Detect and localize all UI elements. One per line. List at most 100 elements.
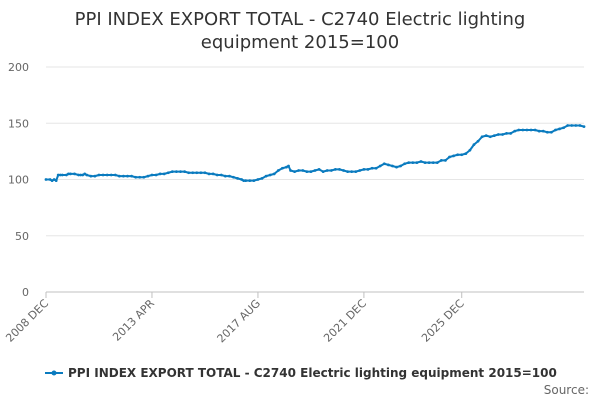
data-point[interactable] <box>44 178 48 181</box>
data-point[interactable] <box>105 173 109 177</box>
data-point[interactable] <box>395 165 398 169</box>
data-point[interactable] <box>52 178 56 181</box>
data-point[interactable] <box>346 170 350 174</box>
data-point[interactable] <box>456 153 460 157</box>
data-point[interactable] <box>56 173 60 177</box>
data-point[interactable] <box>154 173 158 177</box>
data-point[interactable] <box>419 160 423 163</box>
data-point[interactable] <box>113 173 117 177</box>
data-point[interactable] <box>317 167 321 171</box>
data-point[interactable] <box>329 169 333 172</box>
data-point[interactable] <box>525 128 529 132</box>
data-point[interactable] <box>122 174 125 178</box>
data-point[interactable] <box>287 164 290 168</box>
data-point[interactable] <box>170 170 174 174</box>
data-point[interactable] <box>403 162 407 166</box>
data-point[interactable] <box>64 173 68 177</box>
data-point[interactable] <box>533 128 537 132</box>
data-point[interactable] <box>439 158 443 162</box>
data-point[interactable] <box>228 174 231 178</box>
data-point[interactable] <box>150 173 154 177</box>
data-point[interactable] <box>248 179 252 183</box>
data-point[interactable] <box>109 173 113 177</box>
data-point[interactable] <box>89 174 93 178</box>
data-point[interactable] <box>325 169 329 172</box>
data-point[interactable] <box>301 169 305 172</box>
data-point[interactable] <box>207 172 211 176</box>
data-point[interactable] <box>293 170 297 174</box>
data-point[interactable] <box>333 167 337 171</box>
data-point[interactable] <box>537 129 541 133</box>
data-point[interactable] <box>460 153 464 157</box>
data-point[interactable] <box>67 172 70 176</box>
data-point[interactable] <box>166 171 170 175</box>
data-point[interactable] <box>378 164 382 168</box>
data-point[interactable] <box>50 179 54 183</box>
data-point[interactable] <box>370 166 374 170</box>
data-point[interactable] <box>93 174 97 178</box>
data-point[interactable] <box>309 170 313 174</box>
data-point[interactable] <box>219 173 223 177</box>
data-point[interactable] <box>97 173 101 177</box>
data-point[interactable] <box>280 166 284 170</box>
data-point[interactable] <box>386 163 390 167</box>
data-point[interactable] <box>545 130 549 134</box>
data-point[interactable] <box>452 154 455 158</box>
data-point[interactable] <box>464 152 468 156</box>
data-point[interactable] <box>562 126 566 130</box>
data-point[interactable] <box>126 174 129 178</box>
data-point[interactable] <box>215 173 219 177</box>
data-point[interactable] <box>244 179 248 183</box>
data-point[interactable] <box>79 173 83 177</box>
data-point[interactable] <box>435 161 439 165</box>
data-point[interactable] <box>582 125 586 129</box>
data-point[interactable] <box>427 161 431 165</box>
data-point[interactable] <box>415 161 419 165</box>
data-point[interactable] <box>117 174 121 178</box>
data-point[interactable] <box>77 173 81 177</box>
data-point[interactable] <box>517 128 521 132</box>
data-point[interactable] <box>242 179 246 183</box>
data-point[interactable] <box>146 174 150 178</box>
data-point[interactable] <box>566 124 570 127</box>
data-point[interactable] <box>83 172 87 176</box>
data-point[interactable] <box>354 170 358 174</box>
data-point[interactable] <box>391 164 394 168</box>
data-point[interactable] <box>521 128 525 132</box>
data-point[interactable] <box>374 166 378 170</box>
data-point[interactable] <box>468 148 472 152</box>
data-point[interactable] <box>313 169 317 172</box>
data-point[interactable] <box>232 175 235 179</box>
data-point[interactable] <box>480 135 484 139</box>
data-point[interactable] <box>101 173 105 177</box>
data-point[interactable] <box>476 139 480 143</box>
data-point[interactable] <box>179 170 182 174</box>
data-point[interactable] <box>484 134 488 138</box>
data-point[interactable] <box>529 128 533 132</box>
data-point[interactable] <box>574 124 578 127</box>
data-point[interactable] <box>211 172 215 176</box>
data-point[interactable] <box>268 173 272 177</box>
data-point[interactable] <box>350 170 354 174</box>
data-point[interactable] <box>162 172 166 176</box>
data-point[interactable] <box>358 169 362 172</box>
data-point[interactable] <box>448 155 451 159</box>
data-point[interactable] <box>549 130 553 134</box>
data-point[interactable] <box>85 173 89 177</box>
data-point[interactable] <box>195 171 199 175</box>
data-point[interactable] <box>505 131 508 135</box>
legend-label[interactable]: PPI INDEX EXPORT TOTAL - C2740 Electric … <box>68 366 557 380</box>
data-point[interactable] <box>138 175 142 179</box>
data-point[interactable] <box>199 171 203 175</box>
data-point[interactable] <box>276 169 280 172</box>
data-point[interactable] <box>570 124 574 127</box>
data-point[interactable] <box>366 167 370 171</box>
data-point[interactable] <box>513 129 517 133</box>
data-point[interactable] <box>223 174 227 178</box>
data-point[interactable] <box>203 171 207 175</box>
data-point[interactable] <box>183 170 186 174</box>
data-point[interactable] <box>272 172 276 176</box>
data-point[interactable] <box>399 164 402 168</box>
data-point[interactable] <box>60 173 64 177</box>
data-point[interactable] <box>175 170 178 174</box>
